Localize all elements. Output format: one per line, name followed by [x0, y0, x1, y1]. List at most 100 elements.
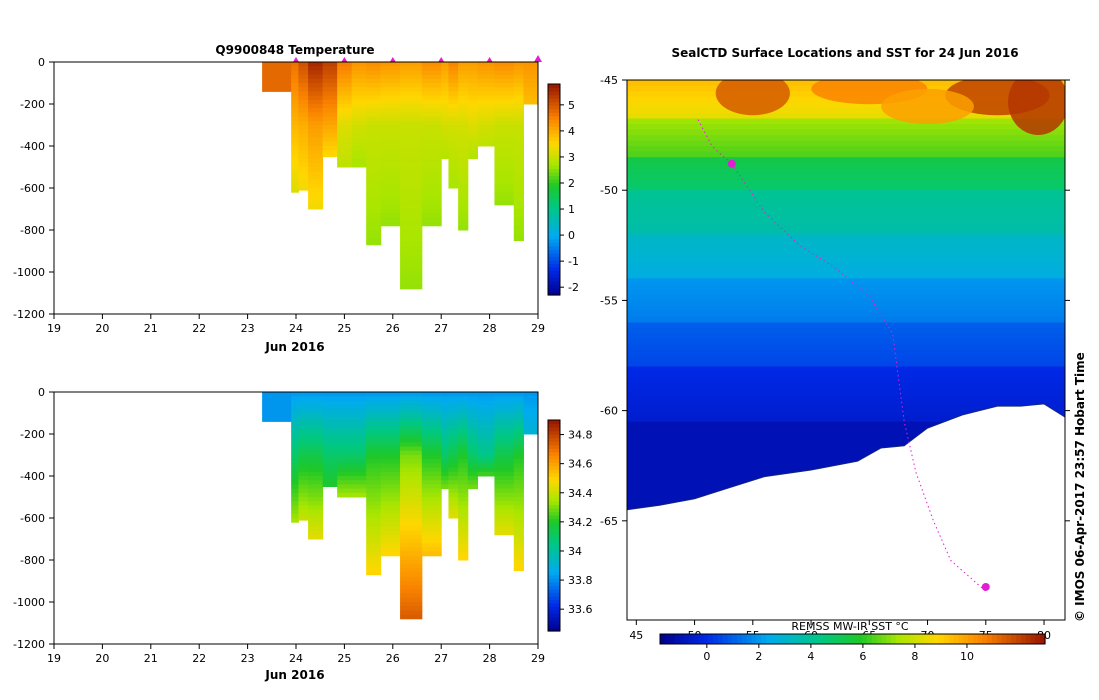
profile-cell — [467, 116, 478, 122]
profile-cell — [477, 408, 495, 414]
profile-cell — [291, 137, 299, 143]
profile-cell — [308, 175, 324, 181]
profile-cell — [513, 87, 524, 92]
profile-cell — [366, 116, 382, 122]
profile-cell — [513, 555, 524, 561]
profile-cell — [298, 392, 309, 397]
profile-cell — [291, 129, 299, 134]
profile-cell — [380, 429, 401, 435]
profile-cell — [308, 95, 324, 101]
profile-cell — [298, 188, 309, 191]
profile-cell — [494, 450, 515, 456]
profile-cell — [366, 188, 382, 193]
colorbar-tick-label: 1 — [568, 203, 575, 216]
profile-cell — [448, 463, 459, 469]
profile-cell — [298, 171, 309, 176]
profile-cell — [366, 112, 382, 118]
profile-cell — [448, 74, 459, 80]
profile-cell — [458, 505, 469, 511]
profile-cell — [458, 213, 469, 218]
profile-cell — [351, 392, 367, 397]
profile-cell — [458, 534, 469, 540]
profile-cell — [421, 158, 442, 164]
profile-cell — [513, 120, 524, 126]
profile-cell — [458, 467, 469, 473]
colorbar-swatch — [548, 203, 560, 208]
colorbar-swatch — [548, 518, 560, 523]
colorbar-swatch — [548, 252, 560, 257]
colorbar-swatch — [679, 634, 685, 644]
colorbar-swatch — [919, 634, 926, 644]
profile-cell — [322, 112, 338, 118]
colorbar-swatch — [828, 634, 834, 644]
profile-cell — [494, 526, 515, 532]
profile-cell — [366, 425, 382, 431]
profile-cell — [421, 91, 442, 97]
x-tick-label: 24 — [289, 322, 303, 335]
profile-cell — [337, 417, 353, 422]
profile-cell — [448, 116, 459, 122]
profile-cell — [351, 125, 367, 130]
profile-cell — [400, 543, 423, 548]
profile-cell — [322, 133, 338, 139]
profile-cell — [366, 568, 382, 574]
profile-cell — [467, 104, 478, 109]
colorbar-swatch — [548, 514, 560, 520]
profile-cell — [337, 476, 353, 481]
profile-cell — [441, 459, 449, 464]
profile-cell — [366, 108, 382, 113]
colorbar-swatch — [775, 634, 781, 644]
profile-cell — [308, 497, 324, 502]
profile-cell — [380, 421, 401, 427]
profile-cell — [513, 501, 524, 506]
profile-cell — [458, 125, 469, 130]
y-tick-label: -50 — [600, 184, 618, 197]
sst-field — [627, 80, 1065, 620]
profile-cell — [421, 104, 442, 109]
profile-cell — [494, 112, 515, 118]
profile-cell — [308, 518, 324, 523]
profile-cell — [513, 99, 524, 105]
profile-cell — [366, 125, 382, 130]
profile-cell — [366, 421, 382, 427]
profile-cell — [308, 66, 324, 71]
profile-cell — [458, 78, 469, 84]
colorbar-swatch — [765, 634, 772, 644]
profile-cell — [308, 108, 324, 113]
profile-cell — [351, 467, 367, 473]
profile-cell — [308, 133, 324, 139]
profile-cell — [291, 429, 299, 435]
profile-cell — [513, 137, 524, 143]
profile-cell — [291, 501, 299, 506]
profile-cell — [322, 471, 338, 477]
colorbar-swatch — [669, 634, 676, 644]
profile-cell — [380, 425, 401, 431]
profile-cell — [441, 70, 449, 76]
profile-cell — [494, 459, 515, 464]
profile-cell — [291, 400, 299, 406]
profile-cell — [291, 396, 299, 401]
profile-cell — [448, 91, 459, 97]
profile-cell — [513, 179, 524, 185]
profile-cell — [448, 66, 459, 71]
profile-cell — [441, 417, 449, 422]
profile-cell — [494, 141, 515, 147]
profile-cell — [380, 141, 401, 147]
profile-cell — [513, 200, 524, 206]
profile-cell — [467, 154, 478, 160]
sst-band — [627, 366, 1065, 373]
profile-cell — [448, 446, 459, 452]
profile-cell — [513, 95, 524, 101]
profile-cell — [308, 116, 324, 122]
profile-cell — [380, 213, 401, 218]
colorbar-swatch — [548, 161, 560, 166]
profile-cell — [494, 497, 515, 502]
colorbar-swatch — [996, 634, 1003, 644]
profile-cell — [513, 204, 524, 210]
profile-cell — [366, 175, 382, 181]
profile-cell — [400, 518, 423, 523]
colorbar-swatch — [548, 606, 560, 611]
sst-band — [627, 140, 1065, 147]
profile-cell — [513, 438, 524, 443]
profile-cell — [513, 171, 524, 176]
